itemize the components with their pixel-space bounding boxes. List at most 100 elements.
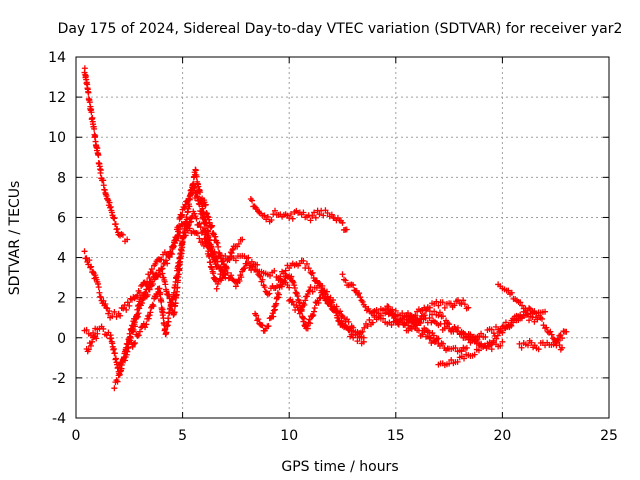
data-point <box>81 248 88 255</box>
data-point <box>452 344 459 351</box>
data-point <box>204 242 211 249</box>
data-point <box>303 260 310 267</box>
data-point <box>146 274 153 281</box>
data-point <box>300 257 307 264</box>
data-point <box>168 251 175 258</box>
data-point <box>557 332 564 339</box>
data-point <box>305 265 312 272</box>
data-point <box>255 316 262 323</box>
data-point <box>184 222 191 229</box>
data-point <box>310 274 317 281</box>
data-point <box>221 271 228 278</box>
data-point <box>458 348 465 355</box>
data-point <box>362 303 369 310</box>
data-point <box>249 197 256 204</box>
data-point <box>421 312 428 319</box>
data-point <box>463 344 470 351</box>
data-point <box>120 305 127 312</box>
data-point <box>186 203 193 210</box>
data-point <box>130 341 137 348</box>
data-point <box>230 277 237 284</box>
data-point <box>478 330 485 337</box>
data-point <box>87 342 94 349</box>
data-point <box>257 273 264 280</box>
data-point <box>253 312 260 319</box>
data-point <box>414 322 421 329</box>
data-point <box>219 275 226 282</box>
data-point <box>271 267 278 274</box>
data-point <box>168 301 175 308</box>
data-point <box>426 335 433 342</box>
data-point <box>268 217 275 223</box>
data-point <box>181 204 188 211</box>
data-point <box>145 282 152 289</box>
data-point <box>339 271 346 278</box>
series-track-18 <box>83 330 101 355</box>
data-point <box>148 266 155 273</box>
data-point <box>128 325 135 332</box>
data-point <box>206 237 213 244</box>
data-point <box>451 302 458 309</box>
data-point <box>499 329 506 336</box>
data-point <box>193 215 200 222</box>
data-point <box>217 251 224 258</box>
data-point <box>308 270 315 277</box>
data-point <box>124 341 131 348</box>
data-point <box>97 294 104 301</box>
data-point <box>126 302 133 309</box>
data-point <box>228 250 235 257</box>
data-point <box>129 343 136 350</box>
data-point <box>315 299 322 306</box>
y-axis-label: SDTVAR / TECUs <box>7 181 23 296</box>
data-point <box>324 209 331 216</box>
data-point <box>171 240 178 247</box>
data-point <box>236 278 243 285</box>
data-point <box>124 236 131 243</box>
data-point <box>134 302 141 309</box>
data-point <box>373 306 380 313</box>
data-point <box>354 338 361 345</box>
data-point <box>146 312 153 319</box>
data-point <box>245 254 252 261</box>
data-point <box>312 214 319 221</box>
data-point <box>88 109 95 116</box>
data-point <box>359 328 366 335</box>
data-point <box>325 299 332 306</box>
data-point <box>298 306 305 313</box>
data-point <box>213 285 220 292</box>
data-point <box>133 312 140 319</box>
data-point <box>364 323 371 330</box>
data-point <box>309 269 316 276</box>
data-point <box>197 224 204 231</box>
data-point <box>508 289 515 296</box>
data-point <box>488 326 495 333</box>
data-point <box>86 257 93 264</box>
data-point <box>193 189 200 196</box>
data-point <box>91 125 98 132</box>
data-point <box>131 319 138 326</box>
data-point <box>196 235 203 242</box>
data-point <box>440 313 447 320</box>
data-point <box>332 307 339 314</box>
data-point <box>118 365 125 372</box>
data-point <box>232 257 239 264</box>
data-point <box>127 333 134 340</box>
y-tick-label: 2 <box>57 291 66 307</box>
data-point <box>134 306 141 313</box>
data-point <box>261 212 268 219</box>
data-point <box>316 211 323 218</box>
data-point <box>493 335 500 342</box>
data-point <box>528 339 535 346</box>
data-point <box>254 261 261 268</box>
data-point <box>282 267 289 274</box>
data-point <box>164 322 171 329</box>
x-axis-label: GPS time / hours <box>281 459 398 475</box>
data-point <box>357 294 364 301</box>
data-point <box>343 226 350 233</box>
data-point <box>173 234 180 241</box>
data-point <box>454 358 461 365</box>
data-point <box>289 215 296 222</box>
data-point <box>259 276 266 283</box>
data-point <box>132 340 139 347</box>
